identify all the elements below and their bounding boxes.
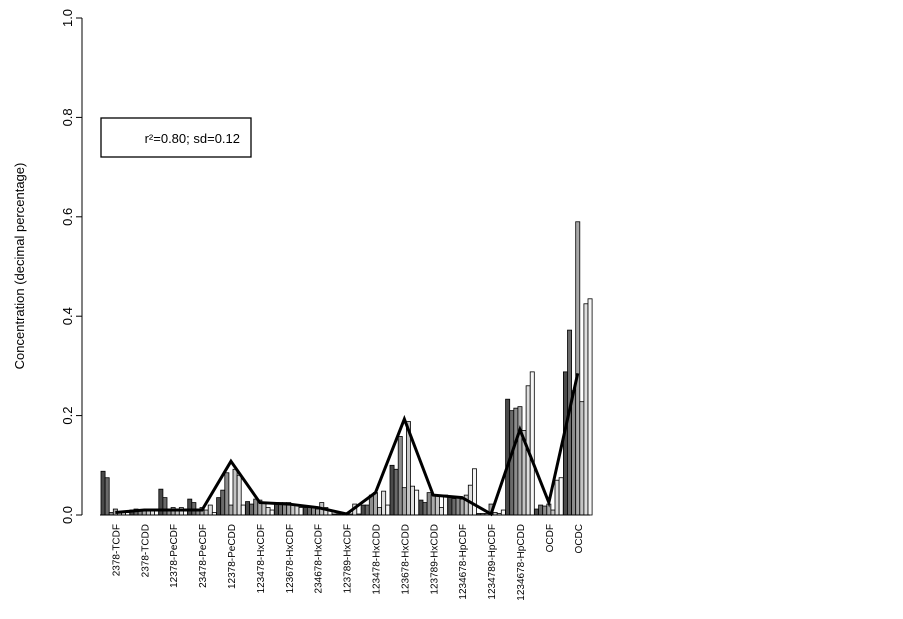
x-tick-label: 1234789-HpCDF [487, 524, 498, 600]
bar [224, 472, 230, 516]
bar [302, 507, 308, 516]
bar [245, 501, 250, 516]
bar [513, 407, 519, 516]
bar [587, 298, 593, 516]
bar [315, 508, 321, 516]
bar [443, 494, 448, 516]
bar [550, 509, 556, 516]
bar [381, 490, 387, 516]
bar [575, 221, 581, 516]
x-tick-label: OCDC [574, 524, 585, 553]
bar [145, 510, 151, 516]
bar [558, 477, 564, 516]
bar [220, 489, 226, 516]
bar [434, 494, 440, 516]
bar [422, 502, 428, 516]
x-tick-label: 1234678-HpCDF [458, 524, 469, 600]
bar [451, 498, 457, 516]
bar [364, 504, 370, 516]
bar [228, 504, 234, 516]
bar [583, 303, 589, 516]
bars [100, 221, 593, 516]
x-tick-labels: 2378-TCDF 2378-TCDD 12378-PeCDF 23478-PeCDF… [111, 524, 584, 601]
bar [216, 497, 222, 516]
bar [232, 468, 238, 516]
x-tick-label: 123789-HxCDD [429, 524, 440, 595]
bar [554, 479, 560, 516]
y-axis: 0.0 0.2 0.4 0.6 0.8 1.0 [60, 9, 83, 524]
y-tick-label: 0.4 [60, 307, 75, 325]
bar [410, 485, 415, 516]
x-tick-label: 23478-PeCDF [198, 524, 209, 588]
bar [414, 489, 420, 516]
bar [538, 504, 544, 516]
legend-box [100, 117, 252, 158]
x-tick-label: 123478-HxCDD [371, 524, 382, 595]
bar [430, 494, 436, 516]
bar [393, 468, 399, 516]
y-tick-label: 0.6 [60, 208, 75, 226]
bar [207, 504, 213, 516]
bar [298, 507, 304, 516]
bar [542, 505, 548, 516]
x-tick-label: 2378-TCDF [111, 524, 122, 576]
y-axis-label: Concentration (decimal percentage) [12, 163, 27, 370]
x-tick-label: OCDF [545, 524, 556, 552]
bar [187, 498, 193, 516]
bar [563, 371, 568, 516]
legend-text: r²=0.80; sd=0.12 [145, 131, 240, 146]
bar [509, 410, 515, 516]
x-tick-label: 2378-TCDD [140, 524, 151, 577]
bar [517, 406, 523, 516]
bar [269, 509, 275, 516]
bar [401, 487, 407, 516]
bar [372, 492, 378, 516]
bar [377, 507, 382, 516]
bar [426, 492, 432, 516]
bar [385, 504, 391, 516]
y-tick-label: 0.2 [60, 407, 75, 425]
bar [455, 497, 461, 516]
bar [397, 436, 403, 516]
bar [261, 502, 267, 516]
bar [418, 499, 424, 516]
x-tick-label: 123678-HxCDF [285, 524, 296, 593]
y-tick-label: 0.8 [60, 108, 75, 126]
y-tick-label: 0.0 [60, 506, 75, 524]
bar [459, 498, 465, 516]
bar [579, 401, 585, 516]
bar [447, 495, 453, 516]
x-tick-label: 1234678-HpCDD [516, 524, 527, 601]
model-line [115, 373, 580, 517]
x-tick-label: 12378-PeCDF [169, 524, 180, 588]
legend: r²=0.80; sd=0.12 [100, 117, 252, 158]
bar [203, 509, 209, 516]
bar [290, 504, 296, 516]
bar [500, 509, 506, 516]
bar [249, 503, 255, 516]
bar [240, 504, 246, 516]
bar [571, 390, 577, 516]
bar [471, 468, 477, 516]
bar [100, 470, 106, 516]
bar [162, 497, 168, 516]
x-tick-label: 234678-HxCDF [314, 524, 325, 593]
x-tick-label: 123789-HxCDF [343, 524, 354, 593]
bar [236, 474, 242, 516]
x-tick-label: 123678-HxCDD [400, 524, 411, 595]
bar [306, 507, 312, 516]
bar [104, 477, 110, 516]
bar [438, 507, 444, 516]
bar [529, 371, 535, 516]
bar [534, 508, 539, 516]
bar [360, 504, 366, 516]
bar [253, 498, 259, 516]
x-tick-label: 123478-HxCDF [256, 524, 267, 593]
y-tick-label: 1.0 [60, 9, 75, 27]
bar [265, 507, 271, 516]
bar [154, 510, 159, 516]
x-tick-label: 12378-PeCDD [227, 524, 238, 589]
bar [389, 464, 395, 516]
